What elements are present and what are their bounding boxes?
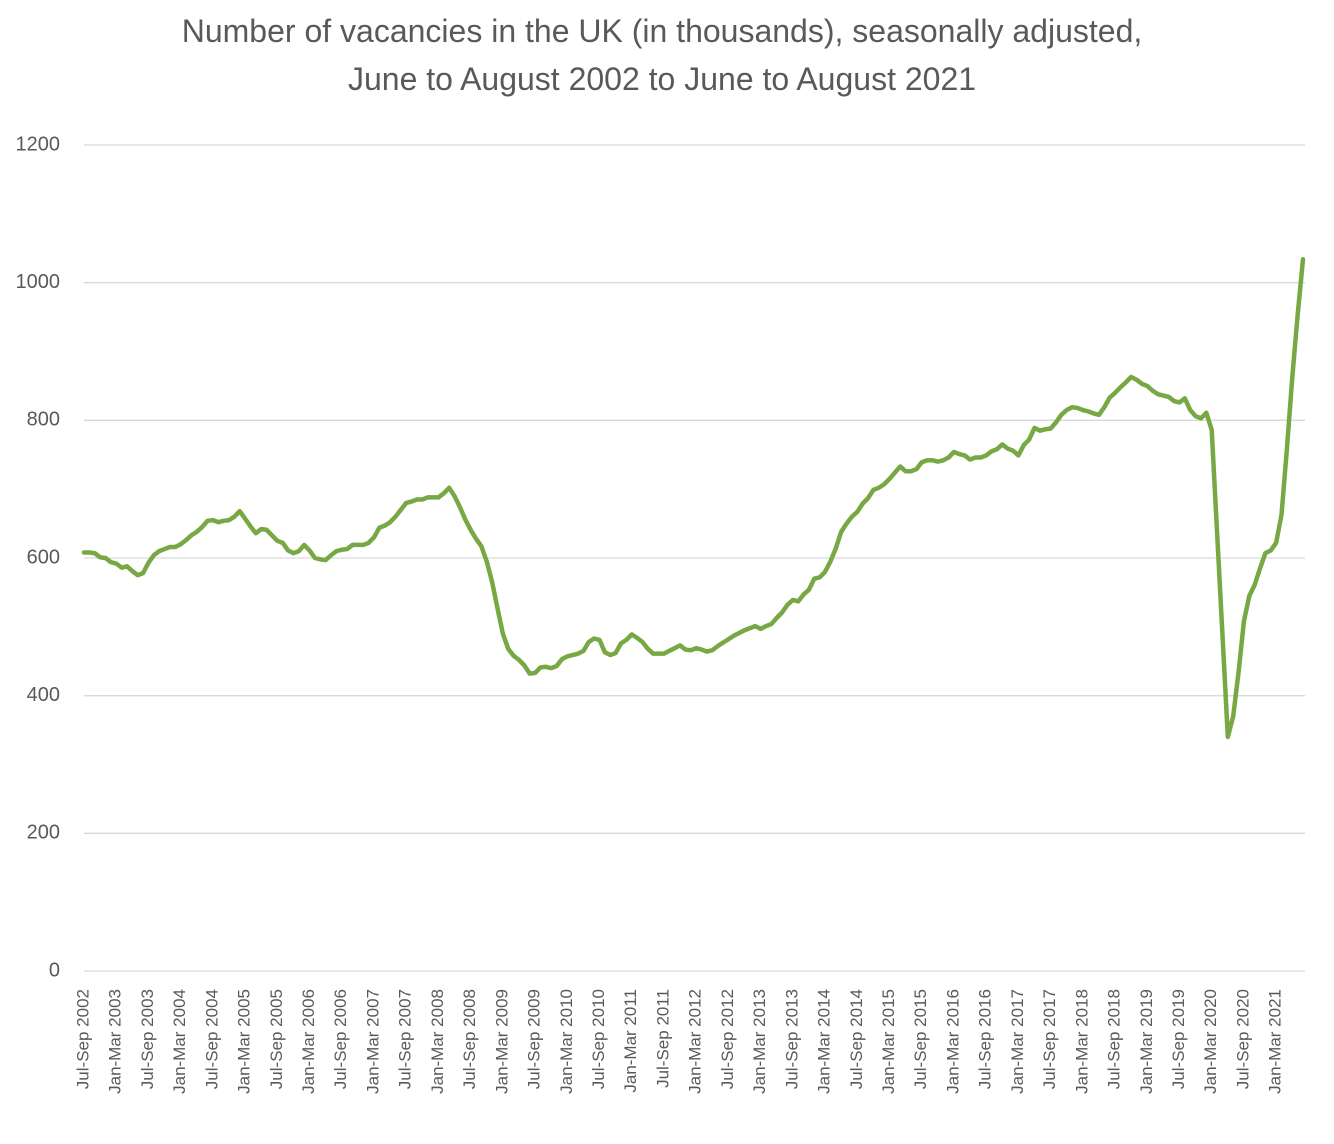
x-tick-label: Jul-Sep 2020 xyxy=(1233,989,1252,1089)
y-tick-label: 1200 xyxy=(16,133,61,155)
x-tick-label: Jan-Mar 2004 xyxy=(170,989,189,1094)
y-tick-label: 800 xyxy=(27,409,60,431)
y-tick-label: 1000 xyxy=(16,271,61,293)
data-line xyxy=(81,257,1306,740)
x-tick-label: Jul-Sep 2005 xyxy=(267,989,286,1089)
x-tick-label: Jul-Sep 2010 xyxy=(589,989,608,1089)
x-tick-label: Jan-Mar 2012 xyxy=(686,989,705,1094)
x-tick-label: Jan-Mar 2019 xyxy=(1137,989,1156,1094)
x-tick-label: Jan-Mar 2007 xyxy=(363,989,382,1094)
x-tick-label: Jan-Mar 2008 xyxy=(428,989,447,1094)
x-tick-label: Jul-Sep 2002 xyxy=(73,989,92,1089)
x-tick-label: Jan-Mar 2015 xyxy=(879,989,898,1094)
x-tick-label: Jan-Mar 2014 xyxy=(815,989,834,1094)
x-tick-label: Jan-Mar 2013 xyxy=(750,989,769,1094)
x-tick-label: Jul-Sep 2008 xyxy=(460,989,479,1089)
x-tick-label: Jul-Sep 2019 xyxy=(1169,989,1188,1089)
chart-title: Number of vacancies in the UK (in thousa… xyxy=(182,13,1143,49)
x-tick-label: Jul-Sep 2018 xyxy=(1105,989,1124,1089)
y-tick-label: 200 xyxy=(27,822,60,844)
x-tick-label: Jul-Sep 2009 xyxy=(525,989,544,1089)
x-tick-label: Jan-Mar 2005 xyxy=(235,989,254,1094)
x-tick-label: Jul-Sep 2006 xyxy=(331,989,350,1089)
x-tick-label: Jul-Sep 2003 xyxy=(138,989,157,1089)
x-tick-label: Jul-Sep 2013 xyxy=(782,989,801,1089)
x-tick-label: Jul-Sep 2014 xyxy=(847,989,866,1089)
x-tick-label: Jan-Mar 2020 xyxy=(1201,989,1220,1094)
x-tick-label: Jan-Mar 2006 xyxy=(299,989,318,1094)
y-tick-label: 600 xyxy=(27,546,60,568)
x-tick-label: Jul-Sep 2011 xyxy=(653,989,672,1088)
x-tick-label: Jan-Mar 2016 xyxy=(943,989,962,1094)
x-tick-label: Jul-Sep 2017 xyxy=(1040,989,1059,1089)
x-tick-label: Jul-Sep 2012 xyxy=(718,989,737,1089)
x-tick-label: Jan-Mar 2010 xyxy=(557,989,576,1094)
x-tick-label: Jan-Mar 2017 xyxy=(1008,989,1027,1094)
x-tick-label: Jan-Mar 2021 xyxy=(1266,989,1285,1094)
y-tick-label: 400 xyxy=(27,684,60,706)
x-tick-label: Jan-Mar 2011 xyxy=(621,989,640,1093)
x-tick-label: Jan-Mar 2003 xyxy=(106,989,125,1094)
x-tick-label: Jul-Sep 2016 xyxy=(976,989,995,1089)
x-tick-label: Jan-Mar 2018 xyxy=(1072,989,1091,1094)
chart-title: June to August 2002 to June to August 20… xyxy=(348,61,976,97)
x-tick-label: Jan-Mar 2009 xyxy=(492,989,511,1094)
x-tick-label: Jul-Sep 2007 xyxy=(396,989,415,1089)
x-tick-label: Jul-Sep 2004 xyxy=(202,989,221,1089)
y-tick-label: 0 xyxy=(49,959,60,981)
x-tick-label: Jul-Sep 2015 xyxy=(911,989,930,1089)
